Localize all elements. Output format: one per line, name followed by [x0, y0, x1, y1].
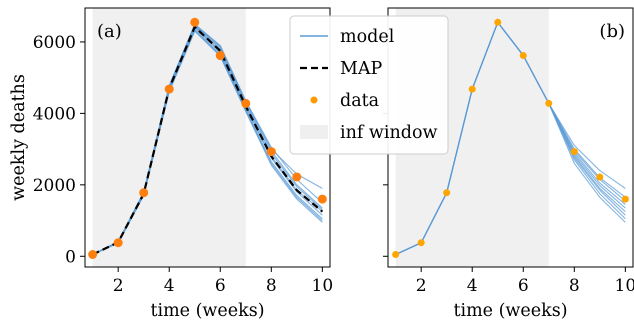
data-point-a-1 [88, 249, 98, 259]
data-point-b-5 [494, 18, 502, 26]
map-line-a [92, 25, 324, 256]
x-axis-label-a: time (weeks) [150, 301, 264, 321]
y-tick-label-a-2000: 2000 [33, 176, 76, 196]
data-point-a-6 [215, 51, 225, 61]
data-point-b-10 [621, 195, 629, 203]
legend: model MAP data inf window [289, 15, 449, 155]
data-point-b-8 [570, 148, 578, 156]
x-tick-label-a-10: 10 [312, 276, 334, 296]
data-point-a-10 [317, 194, 327, 204]
data-point-a-4 [164, 84, 174, 94]
data-point-b-4 [468, 85, 476, 93]
data-point-b-3 [443, 189, 451, 197]
inf-window-region [92, 8, 246, 267]
x-axis-label-b: time (weeks) [453, 301, 567, 321]
x-tick-label-a-4: 4 [164, 276, 175, 296]
x-tick-label-b-6: 6 [518, 276, 529, 296]
data-point-b-6 [519, 52, 527, 60]
panel-a: 2 4 6 8 10 0 2000 4000 6000 time (weeks) weekly de… [9, 7, 334, 321]
data-point-b-7 [545, 99, 553, 107]
data-point-a-5 [190, 17, 200, 27]
y-axis-label-a: weekly deaths [9, 74, 29, 201]
data-point-b-2 [417, 239, 425, 247]
legend-box [289, 15, 449, 155]
data-point-a-2 [113, 238, 123, 248]
data-point-a-3 [139, 188, 149, 198]
y-tick-label-a-4000: 4000 [33, 104, 76, 124]
legend-data-swatch [310, 96, 318, 104]
data-point-a-8 [266, 147, 276, 157]
y-tick-label-a-6000: 6000 [33, 33, 76, 53]
model-line-b-9 [395, 21, 626, 255]
x-tick-label-b-4: 4 [467, 276, 478, 296]
legend-window-swatch [300, 125, 328, 139]
panel-label-b: (b) [599, 21, 625, 42]
x-tick-label-b-10: 10 [615, 276, 634, 296]
data-point-b-1 [392, 250, 400, 258]
x-tick-label-a-6: 6 [215, 276, 226, 296]
legend-label-4: inf window [340, 123, 437, 143]
data-point-a-7 [241, 98, 251, 108]
legend-label-3: data [340, 91, 379, 111]
x-tick-label-b-2: 2 [416, 276, 427, 296]
panel-label-a: (a) [97, 21, 122, 42]
x-tick-label-b-8: 8 [569, 276, 580, 296]
legend-label-1: model [340, 27, 395, 47]
data-point-a-9 [292, 172, 302, 182]
x-tick-label-a-2: 2 [113, 276, 124, 296]
y-tick-label-a-0: 0 [65, 247, 76, 267]
model-line-a-8 [92, 29, 323, 255]
x-tick-label-a-8: 8 [266, 276, 277, 296]
legend-label-2: MAP [340, 59, 383, 79]
data-point-b-9 [596, 173, 604, 181]
